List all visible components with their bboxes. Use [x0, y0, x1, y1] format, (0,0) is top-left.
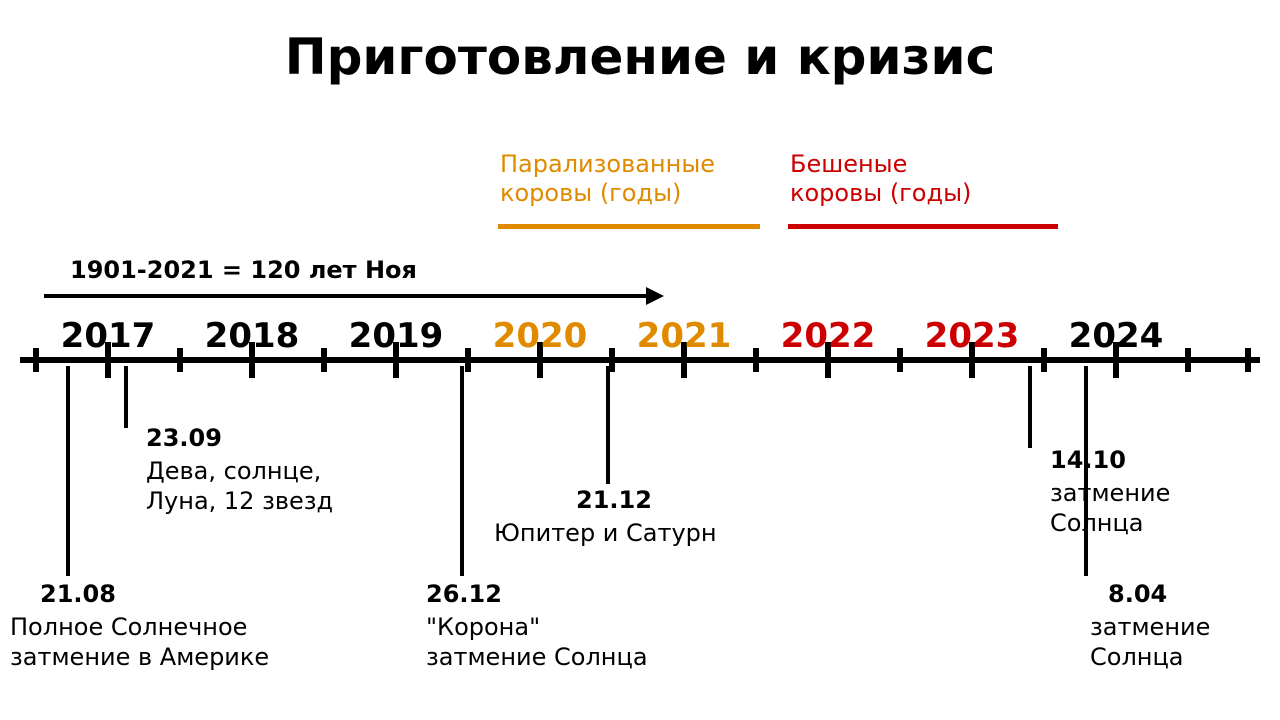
event-23-09-date: 23.09 [146, 424, 222, 452]
event-21-12-date: 21.12 [576, 486, 652, 514]
arrow-label: 1901-2021 = 120 лет Ноя [70, 256, 417, 284]
axis-line [20, 357, 1260, 363]
axis-tick [753, 348, 759, 372]
axis-tick [321, 348, 327, 372]
event-8-04-line [1084, 366, 1088, 576]
event-21-08-desc: Полное Солнечное затмение в Америке [10, 612, 269, 672]
event-21-12-desc: Юпитер и Сатурн [494, 518, 717, 548]
legend-mad-label: Бешеные коровы (годы) [790, 150, 971, 208]
legend-paralyzed-underline [498, 224, 760, 229]
event-14-10-desc: затмение Солнца [1050, 478, 1170, 538]
event-8-04-desc: затмение Солнца [1090, 612, 1210, 672]
year-label: 2017 [61, 316, 156, 356]
axis-tick [177, 348, 183, 372]
legend-paralyzed-label: Парализованные коровы (годы) [500, 150, 715, 208]
year-label: 2024 [1069, 316, 1164, 356]
year-label: 2018 [205, 316, 300, 356]
year-label: 2022 [781, 316, 876, 356]
event-26-12-date: 26.12 [426, 580, 502, 608]
event-26-12-line [460, 366, 464, 576]
year-label: 2020 [493, 316, 588, 356]
year-label: 2023 [925, 316, 1020, 356]
event-21-08-line [66, 366, 70, 576]
year-label: 2021 [637, 316, 732, 356]
event-23-09-desc: Дева, солнце, Луна, 12 звезд [146, 456, 333, 516]
event-26-12-desc: "Корона" затмение Солнца [426, 612, 648, 672]
event-23-09-line [124, 366, 128, 428]
axis-tick [1245, 348, 1251, 372]
axis-tick [897, 348, 903, 372]
event-14-10-line [1028, 366, 1032, 448]
year-label: 2019 [349, 316, 444, 356]
event-8-04-date: 8.04 [1108, 580, 1167, 608]
legend-mad-underline [788, 224, 1058, 229]
axis-tick [465, 348, 471, 372]
event-21-12-line [606, 366, 610, 484]
page-title: Приготовление и кризис [0, 28, 1280, 86]
event-21-08-date: 21.08 [40, 580, 116, 608]
axis-tick [1041, 348, 1047, 372]
axis-tick [33, 348, 39, 372]
axis-tick [1185, 348, 1191, 372]
